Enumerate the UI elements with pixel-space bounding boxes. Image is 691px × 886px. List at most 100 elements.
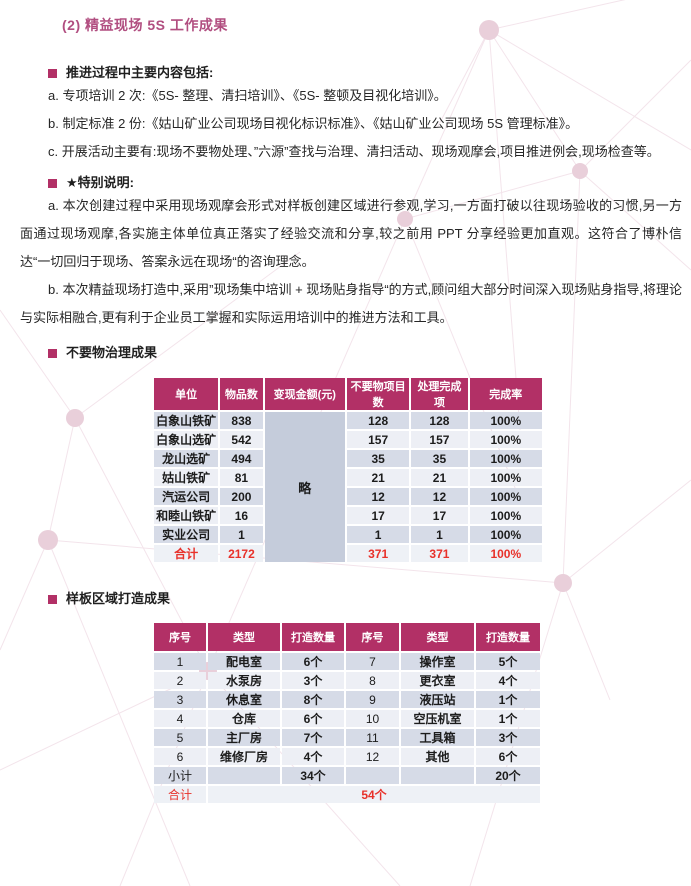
table-cell: 8个 xyxy=(282,691,344,708)
heading-main-contents: 推进过程中主要内容包括: xyxy=(48,64,691,82)
table-cell: 157 xyxy=(411,431,468,448)
table-header-cell: 不要物项目数 xyxy=(346,378,410,410)
table-cell: 371 xyxy=(346,545,410,562)
table-cell: 1 xyxy=(411,526,468,543)
table-cell: 汽运公司 xyxy=(154,488,219,505)
table-cell: 10 xyxy=(346,710,399,727)
table-cell: 操作室 xyxy=(401,653,474,670)
table-cell: 3 xyxy=(154,691,206,708)
table-cell: 16 xyxy=(220,507,263,524)
table-cell: 21 xyxy=(346,469,410,486)
table-row: 汽运公司 200 12 12 100% xyxy=(154,488,542,505)
table-cell: 17 xyxy=(411,507,468,524)
table-cell: 5个 xyxy=(476,653,540,670)
table-cell: 838 xyxy=(220,412,263,429)
table-header-cell: 单位 xyxy=(154,378,219,410)
table-cell: 157 xyxy=(346,431,410,448)
table-cell: 休息室 xyxy=(208,691,280,708)
table-grand-total-row: 合计 54个 xyxy=(154,786,540,803)
paragraph-standards: b. 制定标准 2 份:《姑山矿业公司现场目视化标识标准》、《姑山矿业公司现场 … xyxy=(48,116,579,131)
grand-total-label: 合计 xyxy=(154,786,206,803)
table-header-cell: 物品数 xyxy=(220,378,263,410)
table-cell xyxy=(346,767,399,784)
table-cell: 8 xyxy=(346,672,399,689)
table-cell: 仓库 xyxy=(208,710,280,727)
square-bullet-icon xyxy=(48,178,57,188)
unwanted-table-header-row: 单位 物品数 变现金额(元) 不要物项目数 处理完成项 完成率 xyxy=(154,378,542,410)
table-row: 1 配电室 6个 7 操作室 5个 xyxy=(154,653,540,670)
table-cell: 371 xyxy=(411,545,468,562)
table-header-cell: 打造数量 xyxy=(476,623,540,651)
table-cell: 35 xyxy=(346,450,410,467)
heading-label: 推进过程中主要内容包括: xyxy=(66,65,214,80)
table-row: 姑山铁矿 81 21 21 100% xyxy=(154,469,542,486)
table-cell: 100% xyxy=(469,526,542,543)
table-cell: 6个 xyxy=(282,653,344,670)
sample-table-body: 1 配电室 6个 7 操作室 5个 2 水泵房 3个 8 更衣室 4个 3 休息室 8个 9 液压站 1个 4 仓库 6… xyxy=(154,653,540,803)
table-cell: 6个 xyxy=(282,710,344,727)
table-header-cell: 序号 xyxy=(346,623,399,651)
table-cell: 4个 xyxy=(282,748,344,765)
table-cell: 小计 xyxy=(154,767,206,784)
table-cell: 128 xyxy=(346,412,410,429)
sample-area-table: 序号 类型 打造数量 序号 类型 打造数量 1 配电室 6个 7 操作室 5个 2 水泵房 3个 8 更衣室 4… xyxy=(152,621,542,805)
table-row: 4 仓库 6个 10 空压机室 1个 xyxy=(154,710,540,727)
table-cell: 1 xyxy=(154,653,206,670)
table-cell: 龙山选矿 xyxy=(154,450,219,467)
table-cell: 5 xyxy=(154,729,206,746)
heading-label: ★特别说明: xyxy=(66,175,134,190)
table-header-cell: 类型 xyxy=(401,623,474,651)
table-cell: 1 xyxy=(220,526,263,543)
table-cell: 3个 xyxy=(282,672,344,689)
table-cell: 1 xyxy=(346,526,410,543)
table-row: 6 维修厂房 4个 12 其他 6个 xyxy=(154,748,540,765)
table-row: 和睦山铁矿 16 17 17 100% xyxy=(154,507,542,524)
table-cell: 100% xyxy=(469,431,542,448)
table-cell: 4 xyxy=(154,710,206,727)
document-content: (2) 精益现场 5S 工作成果 推进过程中主要内容包括: a. 专项培训 2 … xyxy=(0,16,691,805)
table-header-cell: 处理完成项 xyxy=(411,378,468,410)
sample-table-header-row: 序号 类型 打造数量 序号 类型 打造数量 xyxy=(154,623,540,651)
table-cell: 工具箱 xyxy=(401,729,474,746)
table-cell: 100% xyxy=(469,469,542,486)
heading-sample-area-results: 样板区域打造成果 xyxy=(48,590,691,608)
page-title: (2) 精益现场 5S 工作成果 xyxy=(62,17,228,33)
table-row: 5 主厂房 7个 11 工具箱 3个 xyxy=(154,729,540,746)
table-cell: 和睦山铁矿 xyxy=(154,507,219,524)
table-cell: 1个 xyxy=(476,691,540,708)
table-cell: 21 xyxy=(411,469,468,486)
table-cell: 2172 xyxy=(220,545,263,562)
table-cell: 2 xyxy=(154,672,206,689)
table-cell: 100% xyxy=(469,450,542,467)
table-cell: 实业公司 xyxy=(154,526,219,543)
table-cell: 12 xyxy=(346,748,399,765)
table-row: 2 水泵房 3个 8 更衣室 4个 xyxy=(154,672,540,689)
table-cell: 维修厂房 xyxy=(208,748,280,765)
unwanted-table-body: 白象山铁矿 838 略 128 128 100% 白象山选矿 542 157 157 100% 龙山选… xyxy=(154,412,542,562)
table-header-cell: 打造数量 xyxy=(282,623,344,651)
table-cell: 液压站 xyxy=(401,691,474,708)
table-cell: 17 xyxy=(346,507,410,524)
table-cell: 100% xyxy=(469,412,542,429)
table-cell: 12 xyxy=(411,488,468,505)
table-cell: 9 xyxy=(346,691,399,708)
merged-note-cell: 略 xyxy=(264,412,345,562)
table-total-row: 合计 2172 371 371 100% xyxy=(154,545,542,562)
table-cell xyxy=(208,767,280,784)
table-row: 龙山选矿 494 35 35 100% xyxy=(154,450,542,467)
table-cell: 4个 xyxy=(476,672,540,689)
table-cell: 35 xyxy=(411,450,468,467)
table-header-cell: 序号 xyxy=(154,623,206,651)
table-cell: 20个 xyxy=(476,767,540,784)
table-cell: 11 xyxy=(346,729,399,746)
table-cell: 100% xyxy=(469,507,542,524)
paragraph-special-b: b. 本次精益现场打造中,采用”现场集中培训 + 现场贴身指导“的方式,顾问组大… xyxy=(20,282,682,325)
table-cell: 12 xyxy=(346,488,410,505)
table-cell: 空压机室 xyxy=(401,710,474,727)
grand-total-value: 54个 xyxy=(208,786,540,803)
table-cell xyxy=(401,767,474,784)
table-cell: 100% xyxy=(469,488,542,505)
table-cell: 水泵房 xyxy=(208,672,280,689)
paragraph-special-a: a. 本次创建过程中采用现场观摩会形式对样板创建区域进行参观,学习,一方面打破以… xyxy=(20,198,682,269)
